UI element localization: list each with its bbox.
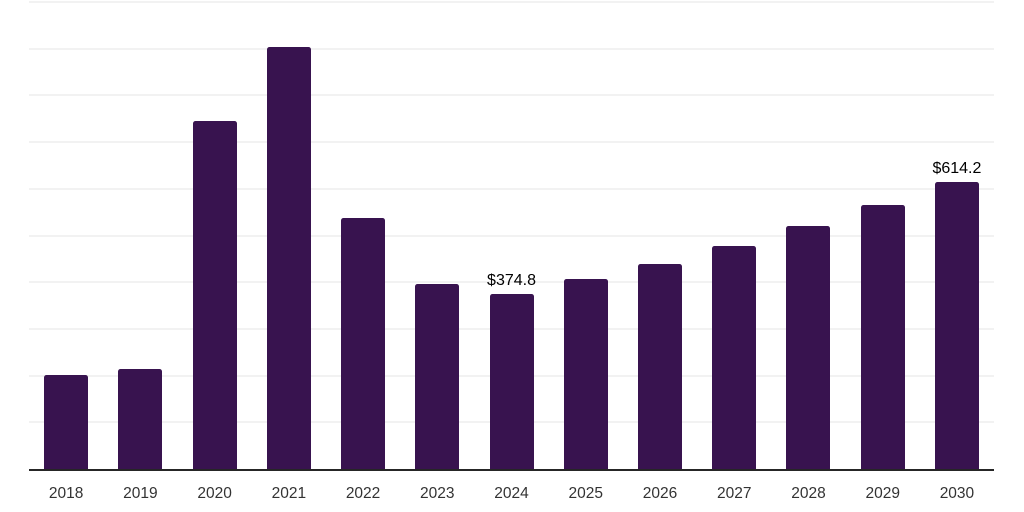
bar-2027 (712, 245, 757, 469)
bar-2026 (637, 264, 682, 469)
x-axis-labels: 2018 2019 2020 2021 2022 2023 2024 2025 2026 2027… (29, 485, 994, 503)
data-label-2024: $374.8 (487, 271, 536, 289)
gridline (29, 234, 994, 237)
bar-2029 (860, 205, 905, 469)
x-axis-line (29, 469, 994, 471)
data-label-2030: $614.2 (932, 160, 982, 178)
bar-slot-2020 (177, 2, 251, 469)
bar-slot-2019 (103, 2, 177, 469)
x-tick-label-2030: 2030 (939, 485, 975, 502)
x-tick-label-2020: 2020 (197, 485, 232, 502)
bar-2030 (934, 182, 979, 469)
gridline (29, 141, 994, 144)
bar-slot-2025 (549, 2, 623, 469)
bar-slot-2027 (697, 2, 771, 469)
x-tick-label-2027: 2027 (716, 485, 752, 502)
bar-slot-2030: $614.2 (920, 2, 994, 469)
x-tick-label-2022: 2022 (345, 485, 381, 502)
x-tick-label-2024: 2024 (494, 485, 529, 502)
gridline (29, 1, 994, 3)
x-tick-label-2023: 2023 (420, 485, 455, 502)
gridline (29, 187, 994, 190)
x-tick-label-2025: 2025 (568, 485, 603, 502)
bar-2023 (415, 284, 460, 469)
plot-area: $374.8 $614.2 (29, 1, 994, 471)
bar-slot-2018 (29, 2, 103, 469)
x-tick-label-2029: 2029 (865, 485, 900, 502)
gridline (29, 94, 994, 97)
x-tick-label-2026: 2026 (642, 485, 678, 502)
bar-slot-2029 (846, 2, 920, 469)
x-tick-label-2018: 2018 (48, 485, 84, 502)
bar-2025 (563, 279, 608, 469)
gridline (29, 281, 994, 284)
x-tick-label-2021: 2021 (271, 485, 307, 502)
bar-2018 (44, 375, 89, 469)
bar-2024 (489, 293, 534, 469)
bar-slot-2024: $374.8 (474, 2, 548, 469)
bar-slot-2022 (326, 2, 400, 469)
bars: $374.8 $614.2 (29, 2, 994, 469)
bar-2020 (192, 121, 237, 469)
gridline (29, 47, 994, 50)
bar-2028 (786, 226, 831, 469)
x-tick-label-2019: 2019 (123, 485, 158, 502)
bar-slot-2023 (400, 2, 474, 469)
bar-2022 (341, 218, 386, 469)
bar-slot-2021 (252, 2, 326, 469)
bar-slot-2026 (623, 2, 697, 469)
bar-slot-2028 (771, 2, 845, 469)
bar-2021 (266, 47, 311, 469)
bar-2019 (118, 369, 163, 469)
x-tick-label-2028: 2028 (791, 485, 826, 502)
